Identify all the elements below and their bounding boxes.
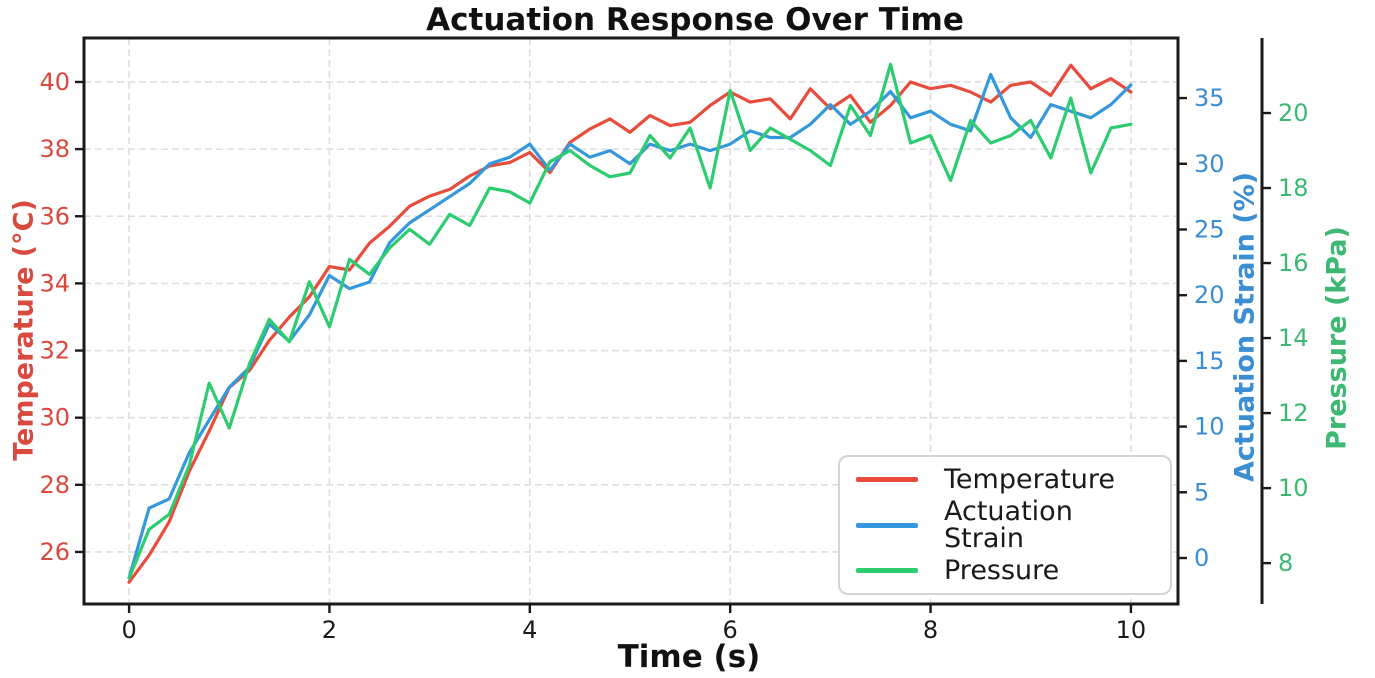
tick-label: 40 <box>39 68 70 96</box>
legend-swatch-pressure <box>856 568 918 573</box>
tick-label: 10 <box>1116 616 1147 644</box>
tick-label: 2 <box>322 616 337 644</box>
legend-label-temperature: Temperature <box>944 464 1116 495</box>
tick-label: 8 <box>1278 549 1293 577</box>
tick-label: 26 <box>39 538 70 566</box>
tick-label: 20 <box>1194 281 1225 309</box>
tick-label: 30 <box>39 404 70 432</box>
tick-label: 30 <box>1194 150 1225 178</box>
tick-label: 32 <box>39 337 70 365</box>
strain-axis-label: Actuation Strain (%) <box>1229 171 1261 483</box>
tick-label: 35 <box>1194 84 1225 112</box>
series-line-pressure <box>127 62 1133 580</box>
legend-swatch-strain <box>856 522 918 528</box>
plot-border <box>82 36 1180 606</box>
tick-label: 18 <box>1278 174 1309 202</box>
tick-label: 10 <box>1194 413 1225 441</box>
pressure-axis-label: Pressure (kPa) <box>1321 226 1353 450</box>
tick-label: 6 <box>723 616 738 644</box>
tick-label: 8 <box>923 616 938 644</box>
series-line-temperature <box>127 63 1133 584</box>
tick-label: 28 <box>39 471 70 499</box>
legend-label-strain: Actuation Strain <box>944 496 1073 554</box>
tick-label: 5 <box>1194 478 1209 506</box>
legend-item-strain: Actuation Strain <box>856 498 1156 552</box>
tick-label: 4 <box>522 616 537 644</box>
tick-label: 36 <box>39 202 70 230</box>
x-axis-label: Time (s) <box>617 639 761 675</box>
legend-label-pressure: Pressure <box>944 555 1060 586</box>
tick-label: 38 <box>39 135 70 163</box>
tick-label: 0 <box>121 616 136 644</box>
tick-label: 15 <box>1194 347 1225 375</box>
temperature-axis-label: Temperature (°C) <box>8 199 40 461</box>
series-line-strain <box>127 72 1133 580</box>
legend-item-pressure: Pressure <box>856 557 1156 584</box>
tick-label: 25 <box>1194 215 1225 243</box>
tick-label: 14 <box>1278 324 1309 352</box>
legend-item-temperature: Temperature <box>856 466 1156 493</box>
tick-label: 34 <box>39 269 70 297</box>
tick-label: 10 <box>1278 474 1309 502</box>
tick-label: 12 <box>1278 399 1309 427</box>
legend-swatch-temperature <box>856 477 918 482</box>
tick-label: 0 <box>1194 544 1209 572</box>
tick-label: 16 <box>1278 249 1309 277</box>
legend: Temperature Actuation Strain Pressure <box>838 455 1172 595</box>
tick-label: 20 <box>1278 99 1309 127</box>
chart-title: Actuation Response Over Time <box>426 2 964 38</box>
